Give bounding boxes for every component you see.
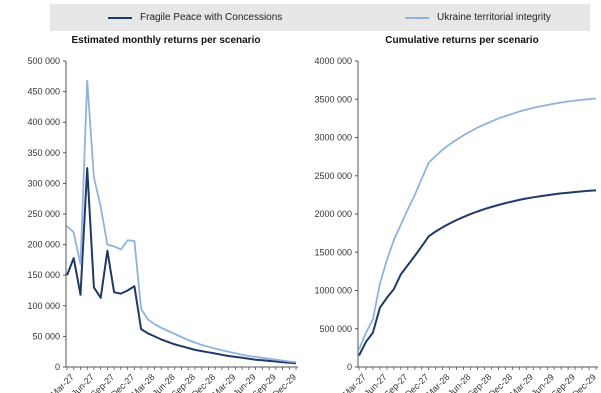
chart-cumulative-returns: 0 500 000 1000 000 1500 000 2000 000 2500 000… — [314, 56, 598, 393]
legend-swatch-fragile-peace — [108, 16, 132, 19]
chart-monthly-returns: 0 50 000 100 000 150 000 200 000 250 000 300 0… — [27, 56, 298, 393]
y-tick-label: 2500 000 — [314, 171, 352, 181]
y-tick-label: 2000 000 — [314, 209, 352, 219]
x-tick-label: Dec-29 — [570, 372, 598, 393]
y-tick-label: 300 000 — [27, 178, 60, 188]
y-tick-label: 350 000 — [27, 148, 60, 158]
legend-swatch-territorial-integrity — [405, 16, 429, 19]
y-tick-label: 1500 000 — [314, 247, 352, 257]
chart-title-cumulative: Cumulative returns per scenario — [385, 35, 538, 46]
y-tick-label: 0 — [347, 362, 352, 372]
series-line-territorial-integrity-monthly — [66, 79, 297, 363]
series-line-territorial-integrity-cumulative — [358, 97, 597, 350]
y-tick-label: 50 000 — [32, 331, 60, 341]
y-tick-label: 100 000 — [27, 301, 60, 311]
legend-item-fragile-peace: Fragile Peace with Concessions — [108, 4, 282, 31]
x-tick-label: Dec-29 — [271, 372, 299, 393]
y-tick-label: 250 000 — [27, 209, 60, 219]
y-tick-label: 4000 000 — [314, 56, 352, 66]
y-tick-label: 150 000 — [27, 270, 60, 280]
y-tick-label: 3500 000 — [314, 94, 352, 104]
chart-title-monthly: Estimated monthly returns per scenario — [72, 35, 261, 46]
y-tick-label: 200 000 — [27, 240, 60, 250]
y-tick-label: 3000 000 — [314, 133, 352, 143]
y-tick-label: 500 000 — [27, 56, 60, 66]
legend-label-territorial-integrity: Ukraine territorial integrity — [437, 12, 551, 23]
y-tick-label: 0 — [55, 362, 60, 372]
legend-item-territorial-integrity: Ukraine territorial integrity — [405, 4, 551, 31]
y-tick-label: 500 000 — [319, 324, 352, 334]
series-line-fragile-peace-monthly — [66, 167, 297, 365]
y-tick-label: 400 000 — [27, 117, 60, 127]
series-line-fragile-peace-cumulative — [358, 189, 597, 356]
legend: Fragile Peace with Concessions Ukraine t… — [50, 4, 590, 31]
legend-label-fragile-peace: Fragile Peace with Concessions — [140, 12, 283, 23]
y-tick-label: 1000 000 — [314, 286, 352, 296]
y-tick-label: 450 000 — [27, 87, 60, 97]
